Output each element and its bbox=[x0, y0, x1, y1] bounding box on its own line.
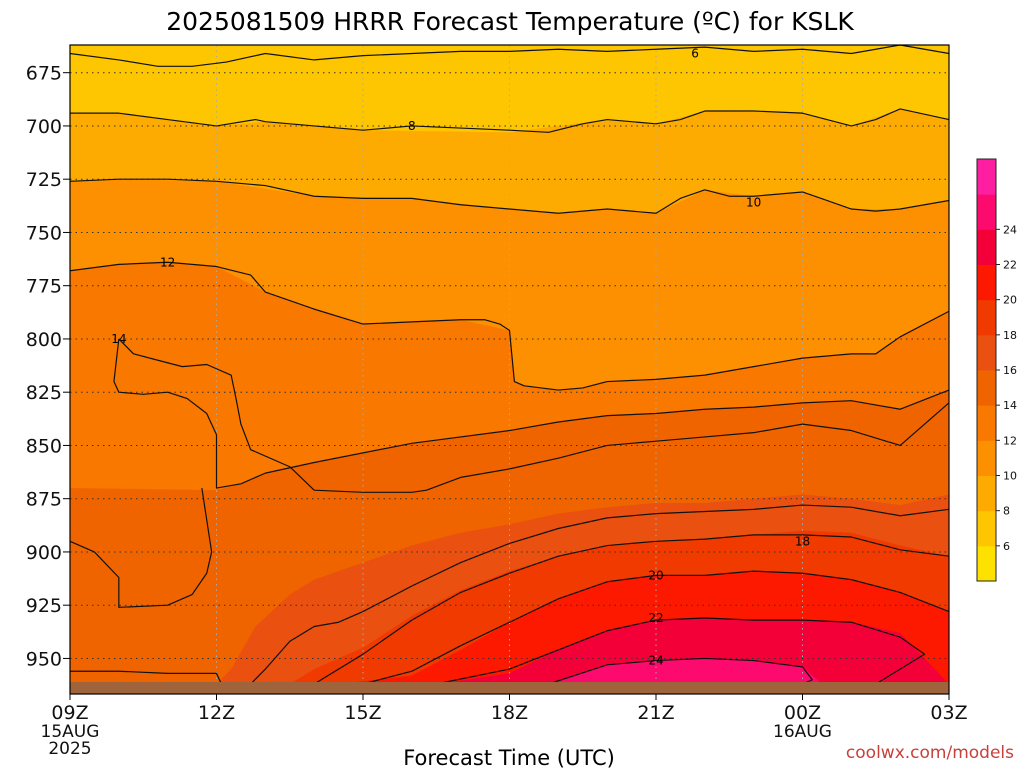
y-tick-label: 900 bbox=[26, 542, 62, 564]
colorbar-tick-label: 24 bbox=[1003, 223, 1017, 236]
y-tick-label: 800 bbox=[26, 329, 62, 351]
y-tick-label: 850 bbox=[26, 435, 62, 457]
y-tick-label: 700 bbox=[26, 116, 62, 138]
colorbar-swatch-22 bbox=[977, 229, 996, 265]
x-axis-title: Forecast Time (UTC) bbox=[403, 746, 615, 768]
x-tick-label: 18Z bbox=[491, 702, 528, 724]
x-tick-label: 09Z bbox=[51, 702, 88, 724]
colorbar-swatch-18 bbox=[977, 299, 996, 336]
y-tick-label: 675 bbox=[26, 63, 62, 85]
colorbar-tick-label: 18 bbox=[1003, 329, 1017, 342]
contour-line-8 bbox=[70, 108, 950, 133]
y-tick-label: 925 bbox=[26, 595, 62, 617]
contour-label: 18 bbox=[795, 534, 810, 548]
colorbar-tick-label: 8 bbox=[1003, 505, 1010, 518]
contour-line-18 bbox=[313, 534, 950, 685]
y-tick-label: 875 bbox=[26, 489, 62, 511]
colorbar-tick-label: 10 bbox=[1003, 470, 1017, 483]
colorbar-swatch-20 bbox=[977, 264, 996, 301]
fill-band-24 bbox=[70, 658, 949, 686]
contour-line-10 bbox=[69, 178, 950, 214]
y-tick-label: 950 bbox=[26, 648, 62, 670]
contour-line-unlabeled-8 bbox=[250, 504, 950, 685]
y-tick-label: 725 bbox=[26, 169, 62, 191]
x-tick-label: 12Z bbox=[198, 702, 235, 724]
colorbar-swatch-16 bbox=[977, 334, 996, 371]
contour-label: 8 bbox=[408, 119, 416, 133]
colorbar-tick-label: 6 bbox=[1003, 540, 1010, 553]
colorbar-tick-label: 14 bbox=[1003, 399, 1017, 412]
contour-line-20 bbox=[362, 570, 950, 685]
contour-line-unlabeled-5 bbox=[118, 338, 950, 493]
colorbar-tick-label: 20 bbox=[1003, 294, 1017, 307]
contour-line-24 bbox=[548, 657, 813, 685]
y-tick-label: 750 bbox=[26, 222, 62, 244]
colorbar: 6 8 10 12 14 16 18 20 22 24 bbox=[976, 158, 1017, 582]
chart-title: 2025081509 HRRR Forecast Temperature (ºC… bbox=[166, 7, 854, 36]
contour-line-unlabeled-7 bbox=[70, 670, 222, 685]
y-tick-label: 825 bbox=[26, 382, 62, 404]
contour-line-12 bbox=[69, 261, 950, 391]
contour-label: 24 bbox=[648, 654, 663, 668]
ground-surface bbox=[70, 682, 949, 694]
colorbar-tick-label: 16 bbox=[1003, 364, 1017, 377]
y-tick-label: 775 bbox=[26, 276, 62, 298]
colorbar-swatch-26 bbox=[977, 159, 996, 195]
x-tick-label: 00Z bbox=[784, 702, 821, 724]
colorbar-swatch-10 bbox=[977, 440, 996, 476]
colorbar-swatch-12 bbox=[977, 405, 996, 441]
x-date-label: 15AUG bbox=[41, 722, 100, 742]
colorbar-tick-label: 12 bbox=[1003, 434, 1017, 447]
colorbar-swatch-6 bbox=[977, 510, 996, 547]
colorbar-swatch-8 bbox=[977, 475, 996, 512]
x-date-label: 2025 bbox=[48, 739, 91, 759]
x-date-label: 16AUG bbox=[773, 722, 832, 742]
contour-line-6 bbox=[69, 44, 950, 67]
contour-line-14 bbox=[113, 338, 950, 489]
contour-line-unlabeled-6 bbox=[69, 487, 213, 608]
colorbar-swatch-4 bbox=[977, 545, 996, 582]
contour-label: 12 bbox=[160, 255, 175, 269]
contour-label: 20 bbox=[648, 568, 663, 582]
x-tick-label: 03Z bbox=[930, 702, 967, 724]
credit-text: coolwx.com/models bbox=[846, 743, 1014, 763]
colorbar-tick-label: 22 bbox=[1003, 259, 1017, 272]
y-axis: 675 700 725 750 775 800 825 850 875 900 925 950 bbox=[26, 63, 70, 670]
contour-label: 22 bbox=[648, 611, 663, 625]
contour-label: 6 bbox=[691, 47, 699, 61]
colorbar-swatch-14 bbox=[977, 370, 996, 406]
x-tick-label: 21Z bbox=[637, 702, 674, 724]
contour-label: 10 bbox=[746, 196, 761, 210]
x-tick-label: 15Z bbox=[344, 702, 381, 724]
colorbar-swatch-24 bbox=[977, 194, 996, 230]
contour-line-22 bbox=[436, 617, 926, 685]
